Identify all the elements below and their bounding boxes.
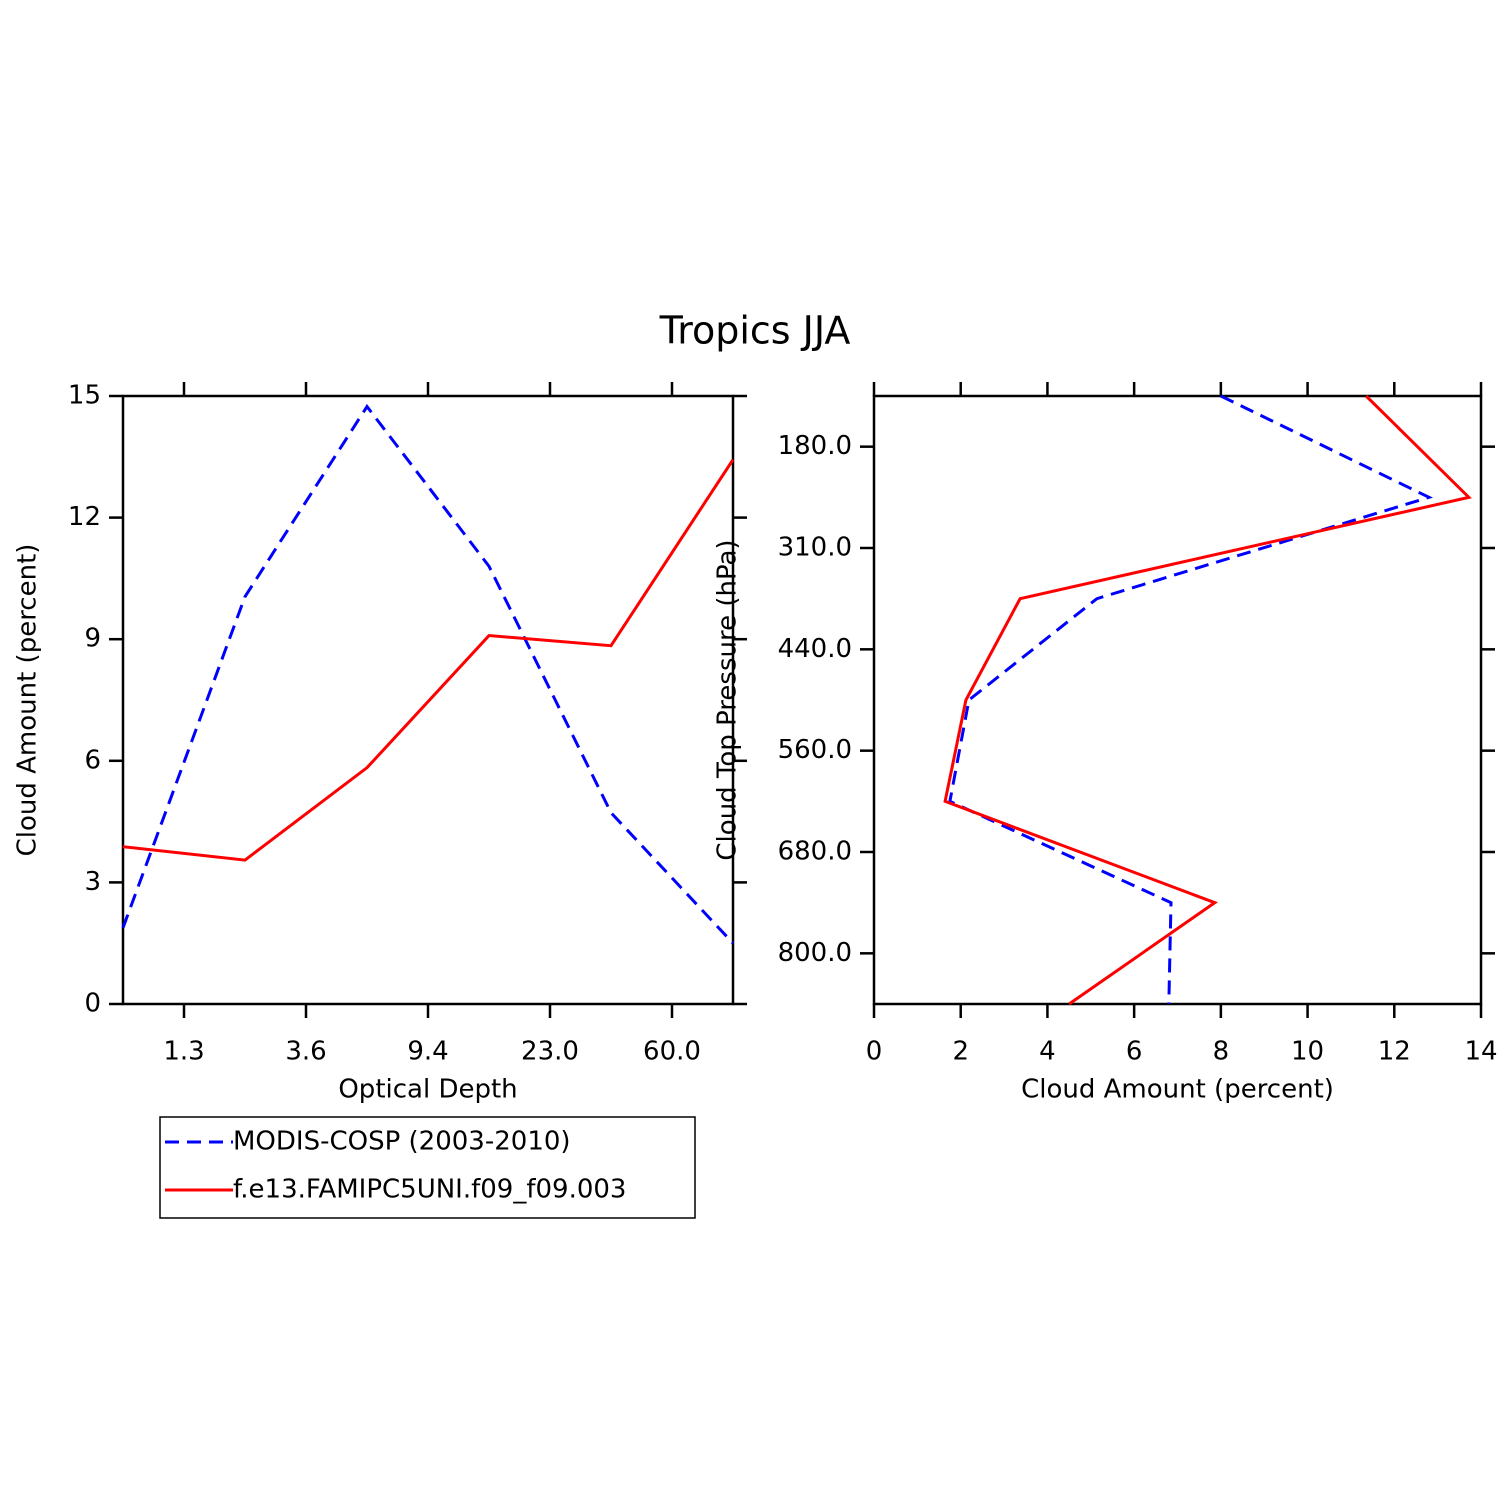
y-tick-label: 9: [84, 624, 101, 654]
series-line: [943, 394, 1472, 1006]
x-tick-label: 8: [1213, 1037, 1230, 1067]
x-tick-label: 1.3: [163, 1037, 204, 1067]
x-tick-label: 4: [1039, 1037, 1056, 1067]
legend-label: MODIS-COSP (2003-2010): [233, 1127, 571, 1157]
series-line: [121, 403, 735, 945]
x-tick-label: 3.6: [285, 1037, 326, 1067]
figure-title: Tropics JJA: [659, 309, 851, 353]
x-tick-label: 23.0: [521, 1037, 579, 1067]
y-tick-label: 0: [84, 989, 101, 1019]
y-axis-title: Cloud Top Pressure (hPa): [713, 539, 743, 860]
right-frame: [872, 394, 1483, 1006]
y-axis-title: Cloud Amount (percent): [13, 544, 43, 857]
y-tick-label: 180.0: [778, 431, 852, 461]
y-tick-label: 3: [84, 867, 101, 897]
x-tick-label: 2: [952, 1037, 969, 1067]
y-tick-label: 15: [68, 381, 101, 411]
y-tick-label: 310.0: [778, 533, 852, 563]
x-axis-title: Cloud Amount (percent): [1021, 1075, 1334, 1105]
x-tick-label: 9.4: [407, 1037, 448, 1067]
y-tick-label: 440.0: [778, 634, 852, 664]
y-tick-label: 680.0: [778, 837, 852, 867]
x-tick-label: 0: [866, 1037, 883, 1067]
x-axis-title: Optical Depth: [338, 1075, 517, 1105]
series-line: [948, 394, 1434, 1005]
y-tick-label: 6: [84, 745, 101, 775]
legend-box: [159, 1116, 696, 1219]
x-tick-label: 6: [1126, 1037, 1143, 1067]
x-tick-label: 60.0: [643, 1037, 701, 1067]
x-tick-label: 12: [1378, 1037, 1411, 1067]
y-tick-label: 800.0: [778, 938, 852, 968]
legend-label: f.e13.FAMIPC5UNI.f09_f09.003: [233, 1175, 626, 1205]
x-tick-label: 10: [1291, 1037, 1324, 1067]
y-tick-label: 12: [68, 502, 101, 532]
series-line: [122, 458, 735, 862]
x-tick-label: 14: [1464, 1037, 1497, 1067]
y-tick-label: 560.0: [778, 735, 852, 765]
